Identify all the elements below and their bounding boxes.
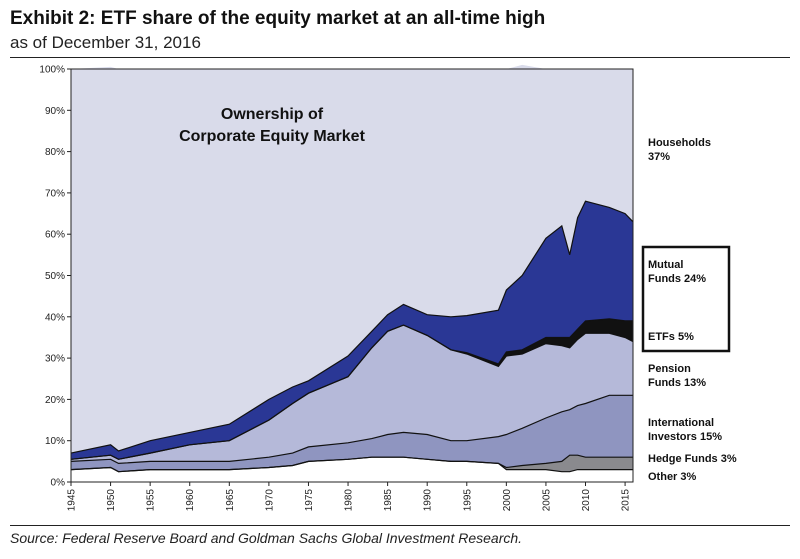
- series-label-1: Mutual: [648, 259, 683, 271]
- y-tick-label: 10%: [45, 436, 65, 447]
- x-tick-label: 1990: [423, 489, 434, 512]
- x-tick-label: 1980: [344, 489, 355, 512]
- x-tick-label: 2010: [581, 489, 592, 512]
- area-series-6: [71, 64, 633, 454]
- y-tick-label: 100%: [39, 65, 65, 76]
- series-label-1: Funds 24%: [648, 273, 706, 285]
- series-boundary-5: [70, 200, 634, 454]
- y-tick-label: 50%: [45, 271, 65, 282]
- y-tick-label: 40%: [45, 312, 65, 323]
- area-series-3: [71, 325, 633, 464]
- series-boundary-4: [70, 318, 633, 460]
- x-tick-label: 1965: [225, 489, 236, 512]
- series-label-5: Hedge Funds 3%: [648, 453, 737, 465]
- series-boundary-1: [70, 454, 633, 473]
- series-label-0: Households: [648, 137, 711, 149]
- series-label-0: 37%: [648, 151, 670, 163]
- area-series-4: [71, 318, 633, 460]
- x-tick-label: 2000: [502, 489, 513, 512]
- x-tick-label: 1985: [383, 489, 394, 512]
- series-label-6: Other 3%: [648, 471, 697, 483]
- y-tick-label: 20%: [45, 395, 65, 406]
- y-tick-label: 60%: [45, 230, 65, 241]
- area-series-5: [71, 201, 633, 460]
- bottom-divider: [10, 525, 790, 526]
- y-tick-label: 70%: [45, 188, 65, 199]
- x-tick-label: 1945: [67, 489, 78, 512]
- y-tick-label: 0%: [51, 478, 66, 489]
- chart-subtitle: as of December 31, 2016: [10, 33, 201, 52]
- area-series-1: [71, 455, 633, 472]
- y-tick-label: 30%: [45, 354, 65, 365]
- x-tick-label: 1950: [106, 489, 117, 512]
- series-label-4: International: [648, 417, 714, 429]
- series-label-3: Funds 13%: [648, 377, 706, 389]
- ownership-area-chart: 0% 10% 20% 30% 40% 50% 60% 70% 80% 90% 100% 1945 195…: [39, 64, 737, 512]
- x-tick-label: 2005: [541, 489, 552, 512]
- area-series-2: [71, 395, 633, 472]
- series-label-2: ETFs 5%: [648, 331, 694, 343]
- chart-source: Source: Federal Reserve Board and Goldma…: [10, 530, 523, 546]
- inner-title-line1: Ownership of: [221, 106, 324, 123]
- y-tick-label: 80%: [45, 147, 65, 158]
- x-tick-label: 1960: [185, 489, 196, 512]
- series-label-4: Investors 15%: [648, 431, 722, 443]
- x-tick-label: 1975: [304, 489, 315, 512]
- chart-title: Exhibit 2: ETF share of the equity marke…: [10, 8, 546, 29]
- y-tick-label: 90%: [45, 106, 65, 117]
- series-label-3: Pension: [648, 363, 691, 375]
- highlight-box: [641, 245, 731, 353]
- x-tick-label: 1970: [264, 489, 275, 512]
- inner-title-line2: Corporate Equity Market: [179, 128, 365, 145]
- x-tick-label: 1995: [462, 489, 473, 512]
- x-tick-label: 1955: [146, 489, 157, 512]
- x-tick-label: 2015: [621, 489, 632, 512]
- series-boundary-2: [70, 394, 633, 465]
- top-divider: [10, 57, 790, 58]
